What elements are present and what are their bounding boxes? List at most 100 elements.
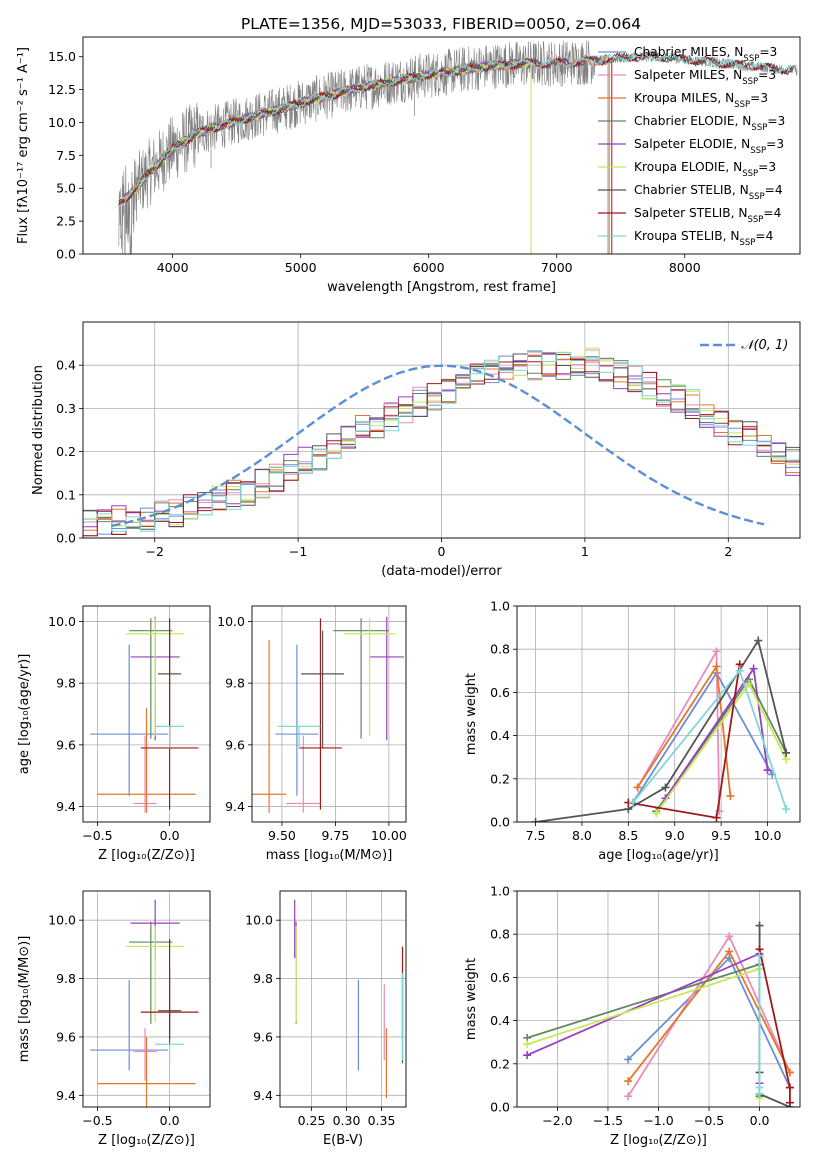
x-axis-label: Z [log₁₀(Z/Z⊙)]: [610, 1133, 707, 1148]
plot-frame: [251, 605, 407, 823]
x-tick-label: 10.0: [754, 828, 782, 843]
x-tick-label: −1: [289, 544, 307, 559]
x-tick-label: −0.5: [694, 1113, 724, 1128]
residual-histogram-series: [83, 354, 800, 538]
residual-histogram-panel: −2 −1 0 1 2 0.0 0.1 0.2 0.3 0.4 (data-model)/error…: [31, 321, 801, 579]
y-tick-label: 0.6: [490, 970, 510, 985]
mass-weight-marker: [755, 1090, 764, 1099]
y-tick-label: 9.8: [225, 676, 245, 691]
z-age-panel: −0.5 0.0 9.4 9.6 9.8 10.0 Z [log₁₀(Z/Z⊙)] age […: [17, 605, 211, 863]
mass-weight-marker: [755, 951, 764, 960]
legend-label: Salpeter ELODIE, NSSP=3: [634, 137, 784, 156]
x-tick-label: 0.0: [160, 1113, 180, 1128]
plot-area: [90, 616, 199, 813]
x-axis-label: mass [log₁₀(M/M⊙)]: [266, 848, 393, 863]
y-tick-label: 9.4: [56, 799, 76, 814]
mass-weight-marker: [754, 636, 763, 645]
x-tick-label: 8000: [669, 260, 701, 275]
y-tick-label: 12.5: [48, 82, 76, 97]
plot-frame: [516, 605, 801, 823]
mass-weight-marker: [782, 805, 791, 814]
mass-weight-marker: [712, 647, 721, 656]
y-tick-label: 10.0: [48, 614, 76, 629]
plot-area: [523, 921, 794, 1107]
mass-weight-marker: [624, 1092, 633, 1101]
model-spectrum-line: [118, 58, 531, 205]
y-tick-label: 0.6: [490, 685, 510, 700]
x-tick-label: 10.00: [371, 828, 407, 843]
x-axis-label: wavelength [Angstrom, rest frame]: [327, 280, 556, 295]
x-axis-label: (data-model)/error: [381, 564, 502, 579]
normal-distribution-curve: [111, 364, 765, 527]
x-tick-label: 0.30: [333, 1113, 361, 1128]
x-tick-label: 8.0: [572, 828, 592, 843]
plot-area: [118, 40, 798, 254]
y-tick-label: 9.8: [56, 971, 76, 986]
plot-frame: [82, 605, 211, 823]
x-tick-label: −0.5: [82, 1113, 112, 1128]
y-tick-label: 10.0: [48, 115, 76, 130]
y-tick-label: 7.5: [56, 148, 76, 163]
mass-weight-marker: [726, 792, 735, 801]
y-axis-label: Flux [fλ10⁻¹⁷ erg cm⁻² s⁻¹ A⁻¹]: [16, 47, 31, 244]
x-axis-label: age [log₁₀(age/yr)]: [598, 848, 719, 863]
legend-label: Chabrier ELODIE, NSSP=3: [634, 114, 785, 133]
model-spectrum-line: [118, 50, 794, 208]
y-tick-label: 9.4: [253, 1088, 273, 1103]
mass-age-panel: 9.50 9.75 10.00 9.4 9.6 9.8 10.0 mass [log₁₀(M/…: [217, 605, 407, 863]
y-tick-label: 0.4: [490, 1013, 510, 1028]
mass-weight-marker: [531, 818, 540, 822]
x-tick-label: 1: [581, 544, 589, 559]
mass-weight-marker: [744, 679, 753, 688]
y-tick-label: 0.3: [56, 401, 76, 416]
x-tick-label: 2: [724, 544, 732, 559]
mass-weight-marker: [749, 664, 758, 673]
legend-label: Chabrier MILES, NSSP=3: [634, 45, 777, 64]
y-tick-label: 0.1: [56, 487, 76, 502]
y-axis-label: Normed distribution: [31, 365, 46, 495]
y-tick-label: 0.2: [490, 1056, 510, 1071]
plot-frame: [279, 890, 407, 1108]
model-spectrum-line: [118, 58, 531, 208]
x-tick-label: 0.0: [750, 1113, 770, 1128]
x-tick-label: 8.5: [618, 828, 638, 843]
y-tick-label: 2.5: [56, 214, 76, 229]
x-tick-label: 9.75: [321, 828, 349, 843]
y-tick-label: 0.4: [490, 728, 510, 743]
x-tick-label: 0.25: [298, 1113, 326, 1128]
x-tick-label: 9.50: [268, 828, 296, 843]
mass-weight-marker: [624, 1077, 633, 1086]
z-mass-panel: −0.5 0.0 9.4 9.6 9.8 10.0 Z [log₁₀(Z/Z⊙)] mass …: [17, 890, 211, 1148]
y-tick-label: 9.8: [253, 971, 273, 986]
x-tick-label: −2.0: [542, 1113, 572, 1128]
mass-weight-marker: [652, 809, 661, 818]
y-tick-label: 9.6: [225, 737, 245, 752]
x-tick-label: −2: [145, 544, 163, 559]
x-tick-label: 0: [438, 544, 446, 559]
mass-weight-marker: [725, 932, 734, 941]
plot-frame: [82, 321, 801, 539]
mass-weight-marker: [523, 1051, 532, 1060]
y-tick-label: 10.0: [217, 614, 245, 629]
y-axis-label: mass [log₁₀(M/M⊙)]: [17, 936, 32, 1063]
ebv-mass-panel: 0.25 0.30 0.35 9.4 9.6 9.8 10.0 E(B-V): [245, 890, 407, 1148]
mass-weight-marker: [782, 748, 791, 757]
y-tick-label: 5.0: [56, 181, 76, 196]
residual-histogram-series: [83, 349, 800, 538]
z-weight-panel: −2.0 −1.5 −1.0 −0.5 0.0 0.0 0.2 0.4 0.6 0.8 1.0 Z […: [464, 884, 801, 1148]
model-spectrum-line: [118, 51, 794, 206]
y-tick-label: 10.0: [245, 913, 273, 928]
mass-weight-marker: [628, 798, 637, 807]
legend-label: Salpeter MILES, NSSP=3: [634, 68, 776, 87]
y-axis-label: mass weight: [464, 673, 479, 755]
y-tick-label: 9.6: [56, 737, 76, 752]
x-axis-label: E(B-V): [323, 1133, 363, 1148]
figure-title: PLATE=1356, MJD=53033, FIBERID=0050, z=0…: [241, 15, 641, 33]
mass-weight-marker: [712, 813, 721, 822]
mass-weight-line: [526, 967, 761, 1099]
y-tick-label: 0.8: [490, 927, 510, 942]
residual-histogram-series: [83, 353, 800, 538]
plot-area: [294, 899, 404, 1099]
plot-area: [90, 899, 199, 1107]
plot-area: [83, 347, 800, 538]
